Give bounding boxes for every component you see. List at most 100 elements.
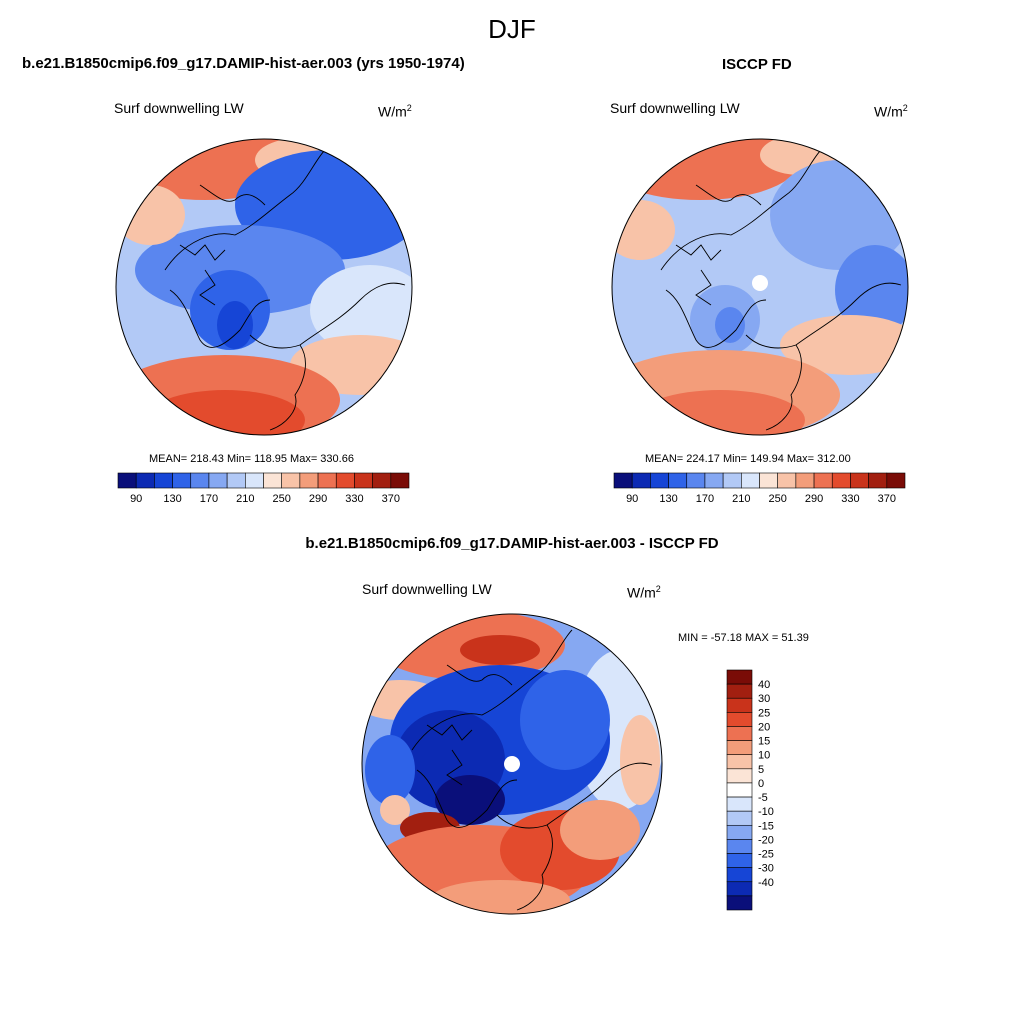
right-unit-label: W/m2 [874,103,908,120]
left-variable-label: Surf downwelling LW [114,100,244,116]
diff-polar-map [361,613,663,915]
diff-colorbar-tick-label: 5 [758,764,764,776]
diff-colorbar-tick-label: -15 [758,820,774,832]
left-panel-title: b.e21.B1850cmip6.f09_g17.DAMIP-hist-aer.… [22,55,465,72]
right-colorbar-swatch [813,472,833,489]
diff-colorbar-tick-label: 30 [758,693,770,705]
left-polar-map [115,138,413,436]
left-colorbar: 90 130 170 210 250 290 330 370 [117,472,410,505]
diff-colorbar-swatch [726,740,753,756]
right-colorbar-swatch [777,472,797,489]
left-colorbar-swatch [226,472,246,489]
right-stats: MEAN= 224.17 Min= 149.94 Max= 312.00 [645,453,851,465]
left-colorbar-tick-label: 170 [200,493,218,505]
diff-colorbar-swatch [726,895,753,911]
left-colorbar-swatch [190,472,210,489]
diff-colorbar-tick-label: -10 [758,806,774,818]
diff-colorbar-tick-label: -5 [758,792,768,804]
right-colorbar-swatch [795,472,815,489]
right-colorbar-tick-label: 250 [769,493,787,505]
right-colorbar-tick-label: 90 [626,493,638,505]
left-colorbar-tick-label: 370 [382,493,400,505]
right-colorbar-swatch [613,472,633,489]
diff-colorbar-swatch [726,726,753,741]
left-colorbar-swatch [172,472,192,489]
left-stats: MEAN= 218.43 Min= 118.95 Max= 330.66 [149,453,354,465]
diff-colorbar-tick-label: 20 [758,721,770,733]
diff-colorbar-swatch [726,824,753,840]
diff-colorbar-swatch [726,881,753,897]
diff-colorbar-swatch [726,853,753,868]
left-colorbar-swatch [135,472,155,489]
right-colorbar-tick-label: 330 [841,493,859,505]
diff-colorbar-tick-label: 25 [758,707,770,719]
diff-colorbar-swatch [726,669,753,685]
diff-panel-title: b.e21.B1850cmip6.f09_g17.DAMIP-hist-aer.… [305,535,719,552]
right-colorbar-swatch [722,472,742,489]
diff-colorbar-swatch [726,754,753,770]
right-colorbar-tick-label: 130 [659,493,677,505]
left-colorbar-tick-label: 90 [130,493,142,505]
right-colorbar-swatch [759,472,778,489]
diff-colorbar-swatch [726,839,753,854]
diff-colorbar-tick-label: 40 [758,679,770,691]
diff-unit-label: W/m2 [627,584,661,601]
right-colorbar-tick-label: 370 [878,493,896,505]
right-colorbar-swatch [686,472,706,489]
right-colorbar-swatch [868,472,888,489]
diff-colorbar-swatch [726,867,753,883]
diff-colorbar-tick-label: 15 [758,736,770,748]
right-colorbar-tick-label: 170 [696,493,714,505]
left-colorbar-tick-label: 290 [309,493,327,505]
season-title: DJF [488,14,536,44]
left-colorbar-swatch [317,472,337,489]
diff-colorbar-tick-label: -20 [758,834,774,846]
diff-colorbar-swatch [726,712,753,727]
diff-colorbar-tick-label: 10 [758,750,770,762]
left-colorbar-swatch [154,472,173,489]
right-colorbar-swatch [831,472,851,489]
right-polar-map [611,138,909,436]
left-unit-label: W/m2 [378,103,412,120]
diff-colorbar-tick-label: -30 [758,863,774,875]
left-colorbar-swatch [299,472,319,489]
right-colorbar-swatch [668,472,688,489]
left-colorbar-tick-label: 130 [163,493,181,505]
right-colorbar-swatch [850,472,869,489]
left-colorbar-swatch [208,472,228,489]
left-colorbar-swatch [372,472,392,489]
left-colorbar-swatch [335,472,355,489]
left-colorbar-swatch [117,472,137,489]
right-panel-title: ISCCP FD [722,56,792,73]
left-colorbar-tick-label: 210 [236,493,254,505]
right-variable-label: Surf downwelling LW [610,100,740,116]
diff-colorbar-swatch [726,782,753,798]
right-colorbar-swatch [886,472,906,489]
right-colorbar-swatch [741,472,760,489]
diff-colorbar-swatch [726,796,753,812]
left-colorbar-tick-label: 330 [345,493,363,505]
diff-colorbar-tick-label: 0 [758,778,764,790]
right-colorbar-swatch [631,472,651,489]
left-colorbar-swatch [390,472,410,489]
diff-variable-label: Surf downwelling LW [362,581,492,597]
right-colorbar-tick-label: 210 [732,493,750,505]
diff-colorbar-swatch [726,683,753,699]
left-colorbar-swatch [281,472,301,489]
diff-colorbar-swatch [726,697,753,713]
right-colorbar: 90 130 170 210 250 290 330 370 [613,472,906,505]
diff-colorbar-swatch [726,768,753,784]
right-colorbar-swatch [704,472,724,489]
right-colorbar-tick-label: 290 [805,493,823,505]
diff-colorbar-tick-label: -40 [758,877,774,889]
left-colorbar-tick-label: 250 [273,493,291,505]
left-colorbar-swatch [354,472,373,489]
diff-minmax: MIN = -57.18 MAX = 51.39 [678,632,809,644]
left-colorbar-swatch [263,472,282,489]
left-colorbar-swatch [245,472,264,489]
diff-colorbar-swatch [726,810,753,826]
diff-colorbar-tick-label: -25 [758,849,774,861]
right-colorbar-swatch [650,472,669,489]
diff-colorbar: 40 30 25 20 15 10 5 0 -5 -10 -15 -20 -25 -30 -40 [726,669,774,911]
